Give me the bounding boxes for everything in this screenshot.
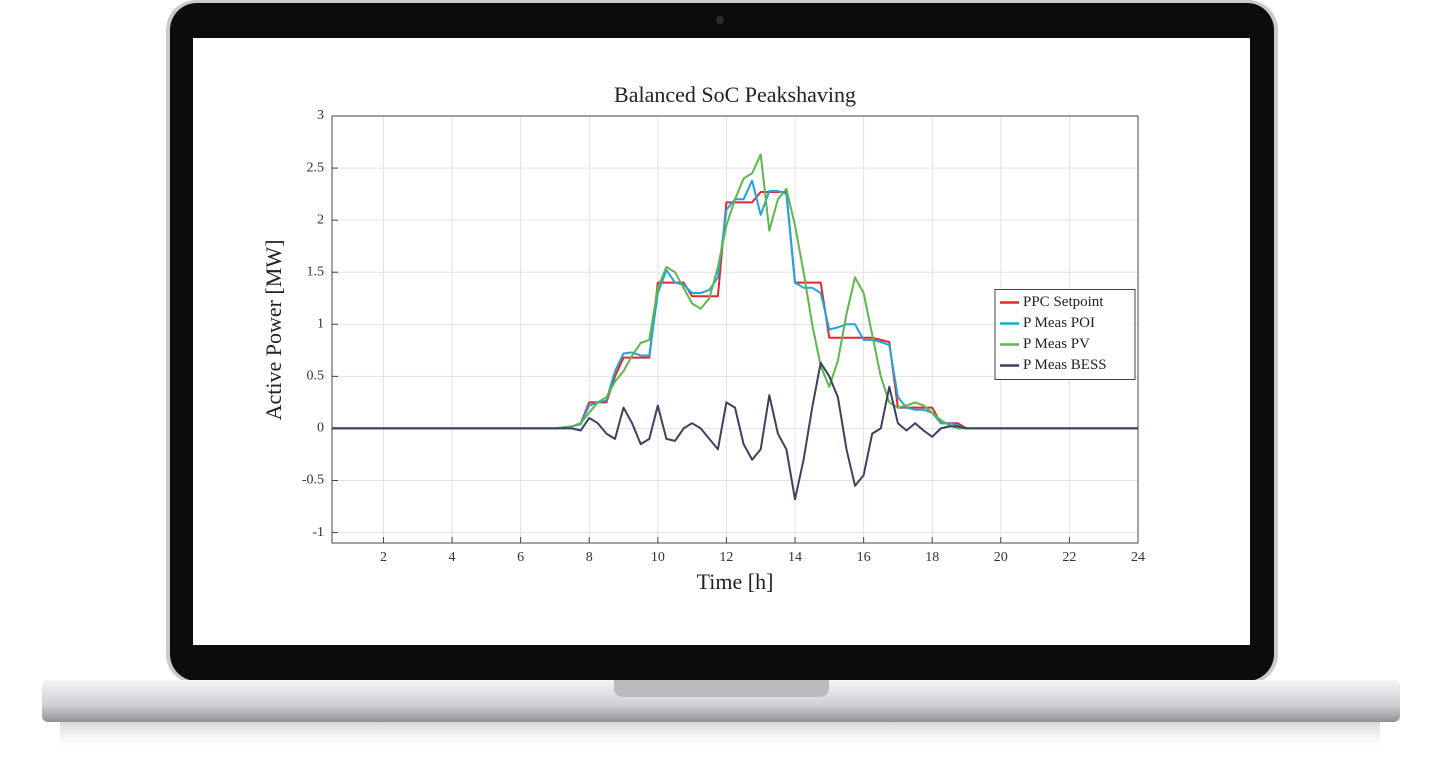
- x-tick-label: 4: [449, 550, 456, 565]
- x-tick-label: 6: [517, 550, 524, 565]
- camera: [716, 16, 724, 24]
- y-axis-label: Active Power [MW]: [261, 240, 286, 421]
- x-tick-label: 20: [994, 550, 1008, 565]
- series-line: [332, 153, 1138, 430]
- plot-frame: [331, 115, 1139, 544]
- y-tick-label: 2: [317, 212, 324, 227]
- chart: Balanced SoC Peakshaving Time [h] Active…: [261, 82, 1145, 594]
- y-tick-label: 0: [317, 421, 324, 436]
- x-tick-label: 24: [1131, 550, 1145, 565]
- x-tick-label: 16: [857, 550, 871, 565]
- y-tick-label: -1: [312, 525, 324, 540]
- x-tick-label: 12: [719, 550, 733, 565]
- y-tick-label: -0.5: [302, 473, 324, 488]
- x-tick-label: 18: [925, 550, 939, 565]
- legend-label: P Meas PV: [1023, 336, 1090, 352]
- legend: PPC Setpoint P Meas POI P Meas PV P Meas BE…: [994, 289, 1136, 380]
- y-tick-label: 2.5: [307, 160, 325, 175]
- base-notch: [614, 680, 829, 697]
- y-tick-label: 1: [317, 317, 324, 332]
- x-axis-label: Time [h]: [697, 569, 774, 594]
- y-tick-label: 0.5: [307, 369, 325, 384]
- x-tick-label: 14: [788, 550, 802, 565]
- x-tick-label: 22: [1062, 550, 1076, 565]
- series-line: [332, 179, 1138, 430]
- legend-label: PPC Setpoint: [1023, 294, 1104, 310]
- legend-label: P Meas POI: [1023, 315, 1095, 331]
- base-shadow: [60, 722, 1380, 752]
- series-line: [332, 361, 1138, 501]
- legend-label: P Meas BESS: [1023, 357, 1107, 373]
- y-tick-label: 1.5: [307, 264, 325, 279]
- laptop-base: [42, 680, 1400, 722]
- y-tick-label: 3: [317, 108, 324, 123]
- chart-title: Balanced SoC Peakshaving: [614, 82, 856, 107]
- x-tick-label: 10: [651, 550, 665, 565]
- x-tick-label: 8: [586, 550, 593, 565]
- x-tick-label: 2: [380, 550, 387, 565]
